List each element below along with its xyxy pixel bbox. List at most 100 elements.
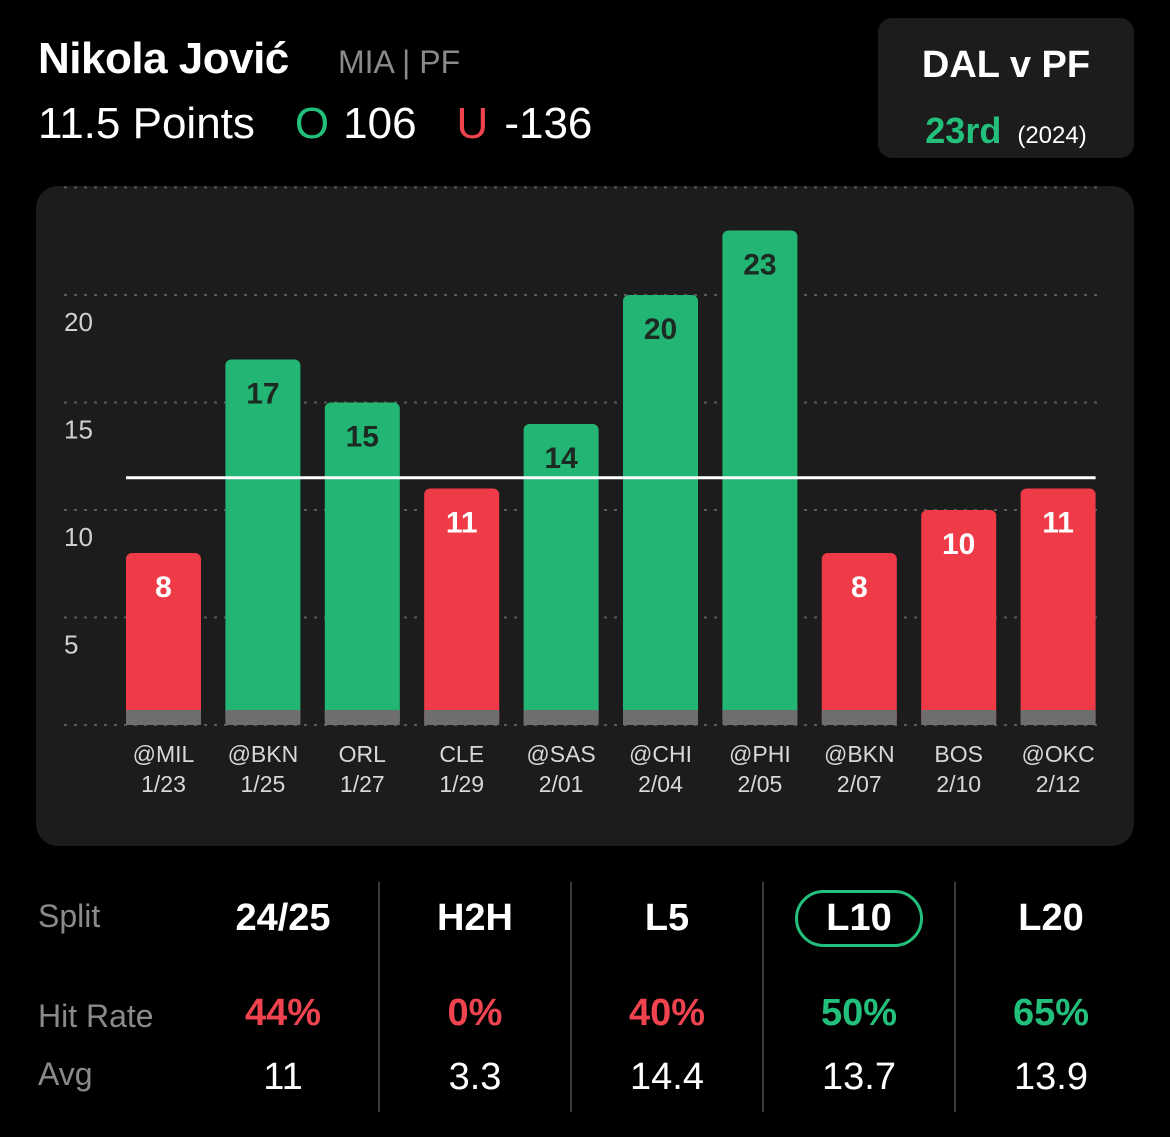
x-tick-date: 1/29 bbox=[439, 771, 484, 797]
split-column: L5 40% 14.4 bbox=[572, 870, 762, 1120]
split-tab-label: L20 bbox=[1018, 896, 1084, 939]
x-tick-label: @BKN bbox=[824, 741, 895, 767]
x-tick-date: 2/07 bbox=[837, 771, 882, 797]
avg-value: 14.4 bbox=[630, 1056, 704, 1098]
game-log-chart: 5 10 15 20 8 @MIL 1/23 17 @BKN 1/25 15 ORL 1/27 11 CLE… bbox=[36, 186, 1134, 846]
bar-value-label: 20 bbox=[644, 313, 677, 346]
split-tab-l10[interactable]: L10 bbox=[764, 888, 954, 948]
over-odds-button[interactable]: O 106 bbox=[295, 99, 417, 149]
prop-line-row: 11.5 Points O 106 U -136 bbox=[38, 96, 632, 152]
y-tick-label: 10 bbox=[64, 522, 93, 552]
avg-value: 3.3 bbox=[448, 1056, 502, 1098]
bar-value-label: 8 bbox=[155, 571, 172, 604]
avg-value: 13.7 bbox=[822, 1056, 896, 1098]
bar-value-label: 11 bbox=[446, 507, 478, 540]
bar-base bbox=[523, 710, 599, 725]
split-tab-l20[interactable]: L20 bbox=[956, 888, 1146, 948]
under-odds-button[interactable]: U -136 bbox=[457, 99, 593, 149]
x-tick-date: 1/27 bbox=[340, 771, 385, 797]
x-tick-date: 1/25 bbox=[241, 771, 286, 797]
x-tick-label: CLE bbox=[439, 741, 484, 767]
split-row-label: Split bbox=[38, 898, 101, 934]
hit-rate-value: 65% bbox=[1012, 992, 1090, 1034]
defense-rank: 23rd bbox=[925, 110, 1002, 151]
bar-base bbox=[126, 710, 201, 725]
matchup-title: DAL v PF bbox=[921, 44, 1091, 86]
over-letter: O bbox=[294, 99, 330, 148]
split-tab-24-25[interactable]: 24/25 bbox=[188, 888, 378, 948]
hit-rate-value: 50% bbox=[820, 992, 898, 1034]
x-tick-label: @PHI bbox=[729, 741, 791, 767]
split-tab-label: L5 bbox=[644, 896, 690, 939]
avg-row-label: Avg bbox=[38, 1056, 93, 1092]
x-tick-date: 2/10 bbox=[936, 771, 981, 797]
bar bbox=[324, 402, 400, 725]
bar-value-label: 15 bbox=[346, 421, 379, 454]
x-tick-date: 1/23 bbox=[141, 771, 186, 797]
split-tab-label: 24/25 bbox=[235, 896, 331, 939]
x-tick-label: @OKC bbox=[1021, 741, 1094, 767]
rank-season: (2024) bbox=[1017, 122, 1087, 149]
x-tick-date: 2/01 bbox=[539, 771, 584, 797]
bar bbox=[921, 510, 997, 725]
y-tick-label: 15 bbox=[64, 415, 93, 445]
player-name: Nikola Jović bbox=[38, 34, 289, 83]
x-tick-label: @BKN bbox=[228, 741, 299, 767]
split-tab-label: H2H bbox=[436, 896, 514, 939]
bar-base bbox=[324, 710, 400, 725]
bar-chart: 5 10 15 20 8 @MIL 1/23 17 @BKN 1/25 15 ORL 1/27 11 CLE… bbox=[64, 186, 1098, 797]
hit-rate-value: 40% bbox=[628, 992, 706, 1034]
y-tick-label: 5 bbox=[64, 630, 78, 660]
bar bbox=[126, 553, 201, 725]
split-tab-label: L10 bbox=[795, 889, 923, 947]
split-tab-l5[interactable]: L5 bbox=[572, 888, 762, 948]
bar bbox=[225, 359, 301, 725]
column-divider bbox=[762, 882, 764, 1112]
matchup-rank-row: 23rd (2024) bbox=[878, 110, 1134, 152]
bar-value-label: 14 bbox=[544, 442, 578, 475]
x-tick-date: 2/05 bbox=[738, 771, 783, 797]
bar-base bbox=[921, 710, 997, 725]
team-position: MIA | PF bbox=[338, 44, 461, 80]
bar-base bbox=[424, 710, 500, 725]
hit-rate-value: 0% bbox=[447, 992, 503, 1034]
matchup-card[interactable]: DAL v PF 23rd (2024) bbox=[878, 18, 1134, 158]
x-tick-date: 2/12 bbox=[1036, 771, 1081, 797]
bar-value-label: 11 bbox=[1042, 507, 1074, 540]
bar-base bbox=[1020, 710, 1096, 725]
bar bbox=[821, 553, 897, 725]
column-divider bbox=[378, 882, 380, 1112]
x-tick-label: ORL bbox=[339, 741, 387, 767]
over-odds: 106 bbox=[343, 99, 417, 148]
hit-rate-value: 44% bbox=[244, 992, 322, 1034]
column-divider bbox=[570, 882, 572, 1112]
split-column: 24/25 44% 11 bbox=[188, 870, 378, 1120]
split-column: L20 65% 13.9 bbox=[956, 870, 1146, 1120]
bar-base bbox=[821, 710, 897, 725]
bar bbox=[1020, 488, 1096, 725]
under-odds: -136 bbox=[504, 99, 593, 148]
x-tick-date: 2/04 bbox=[638, 771, 683, 797]
bar-value-label: 8 bbox=[851, 571, 868, 604]
prop-line: 11.5 Points bbox=[38, 99, 255, 148]
avg-value: 13.9 bbox=[1014, 1056, 1088, 1098]
bar bbox=[623, 295, 698, 725]
x-tick-label: @SAS bbox=[526, 741, 595, 767]
bar bbox=[424, 488, 500, 725]
splits-table: Split Hit Rate Avg 24/25 44% 11 H2H 0% 3… bbox=[0, 870, 1170, 1120]
split-column: L10 50% 13.7 bbox=[764, 870, 954, 1120]
split-tab-h2h[interactable]: H2H bbox=[380, 888, 570, 948]
bar bbox=[523, 424, 599, 725]
y-tick-label: 20 bbox=[64, 307, 93, 337]
avg-value: 11 bbox=[263, 1056, 303, 1098]
hit-rate-row-label: Hit Rate bbox=[38, 998, 154, 1034]
bar-base bbox=[225, 710, 301, 725]
split-column: H2H 0% 3.3 bbox=[380, 870, 570, 1120]
x-tick-label: @MIL bbox=[133, 741, 195, 767]
column-divider bbox=[954, 882, 956, 1112]
bar-value-label: 10 bbox=[942, 528, 975, 561]
bar-value-label: 17 bbox=[246, 378, 279, 411]
bar-base bbox=[623, 710, 698, 725]
x-tick-label: BOS bbox=[934, 741, 983, 767]
under-letter: U bbox=[456, 99, 489, 148]
